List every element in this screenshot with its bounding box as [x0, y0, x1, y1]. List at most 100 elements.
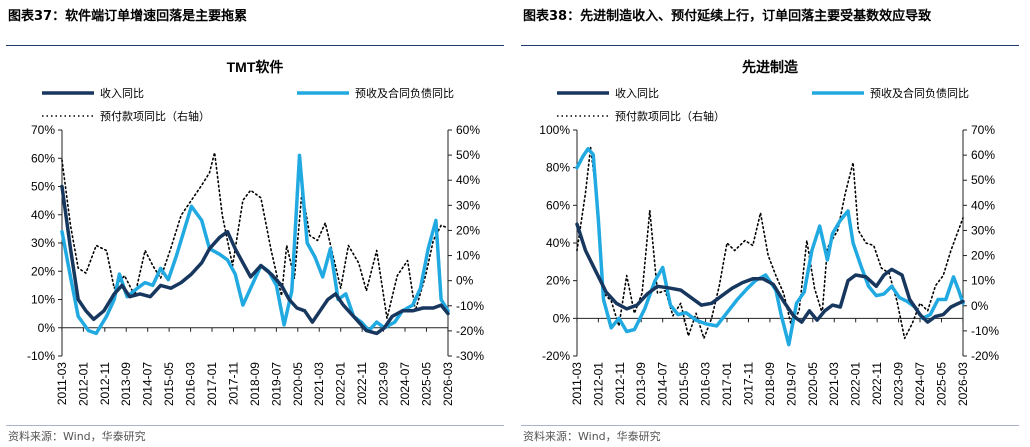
x-tick-label: 2018-09 [248, 362, 262, 406]
right-tick-label: 30% [971, 223, 995, 237]
x-tick-label: 2012-11 [98, 362, 112, 405]
right-tick-label: 30% [456, 198, 480, 212]
x-tick-label: 2016-03 [699, 362, 713, 406]
x-tick-label: 2017-01 [720, 362, 734, 406]
x-tick-label: 2025-05 [419, 362, 433, 406]
legend-label: 收入同比 [615, 86, 659, 100]
right-tick-label: 10% [971, 274, 995, 288]
right-tick-label: 50% [971, 173, 995, 187]
x-tick-label: 2017-11 [226, 362, 240, 405]
x-tick-label: 2025-05 [934, 362, 948, 406]
right-tick-label: 20% [456, 223, 480, 237]
right-tick-label: 10% [456, 249, 480, 263]
left-tick-label: 60% [31, 151, 55, 165]
legend-label: 预收及合同负债同比 [355, 86, 454, 100]
left-tick-label: 40% [31, 208, 55, 222]
left-tick-label: 40% [546, 236, 570, 250]
x-tick-label: 2014-07 [656, 362, 670, 406]
left-tick-label: 80% [546, 161, 570, 175]
left-tick-label: 20% [31, 264, 55, 278]
x-tick-label: 2016-03 [184, 362, 198, 406]
legend-label: 预收及合同负债同比 [870, 86, 969, 100]
x-tick-label: 2012-01 [591, 362, 605, 406]
x-tick-label: 2015-05 [677, 362, 691, 406]
left-tick-label: 0% [553, 311, 571, 325]
left-tick-label: 70% [31, 123, 55, 137]
left-tick-label: 30% [31, 236, 55, 250]
right-tick-label: 40% [971, 198, 995, 212]
x-tick-label: 2020-05 [291, 362, 305, 406]
figure-caption: 先进制造收入、预付延续上行，订单回落主要受基数效应导致 [580, 9, 932, 24]
legend-label: 预付款项同比（右轴） [615, 109, 725, 123]
left-tick-label: 50% [31, 180, 55, 194]
x-tick-label: 2017-01 [205, 362, 219, 406]
figure-caption: 软件端订单增速回落是主要拖累 [65, 9, 248, 24]
figure-title: 图表38：先进制造收入、预付延续上行，订单回落主要受基数效应导致 [523, 6, 1018, 28]
x-tick-label: 2023-09 [377, 362, 391, 406]
x-tick-label: 2013-09 [119, 362, 133, 406]
series-line-1 [575, 147, 965, 347]
series-line-0 [575, 222, 965, 324]
right-tick-label: -20% [971, 349, 999, 363]
figure-label: 图表37： [8, 9, 66, 24]
legend-label: 预付款项同比（右轴） [100, 109, 210, 123]
x-tick-label: 2023-09 [892, 362, 906, 406]
left-tick-label: -10% [27, 349, 55, 363]
series-line-0 [60, 184, 450, 336]
x-tick-label: 2022-01 [849, 362, 863, 406]
x-tick-label: 2020-05 [806, 362, 820, 406]
x-tick-label: 2022-11 [870, 362, 884, 405]
x-tick-label: 2018-09 [763, 362, 777, 406]
title-rule [6, 45, 504, 46]
series-line-2 [61, 151, 449, 320]
chart-title: 先进制造 [742, 59, 798, 75]
right-tick-label: 50% [456, 148, 480, 162]
left-tick-label: 60% [546, 198, 570, 212]
source-rule [521, 425, 1019, 426]
left-panel: 图表37：软件端订单增速回落是主要拖累 TMT软件收入同比 预收及合同负债同比预付… [6, 6, 504, 443]
right-tick-label: -30% [456, 349, 484, 363]
x-tick-label: 2019-07 [269, 362, 283, 406]
x-tick-label: 2011-03 [570, 362, 584, 405]
left-tick-label: 20% [546, 274, 570, 288]
legend-label: 收入同比 [100, 86, 144, 100]
right-tick-label: 40% [456, 173, 480, 187]
x-tick-label: 2022-11 [355, 362, 369, 405]
x-tick-label: 2012-01 [76, 362, 90, 406]
x-tick-label: 2021-03 [312, 362, 326, 406]
x-tick-label: 2026-03 [441, 362, 455, 406]
x-tick-label: 2021-03 [827, 362, 841, 406]
right-tick-label: 0% [456, 274, 474, 288]
left-tick-label: 100% [539, 123, 570, 137]
right-tick-label: 60% [971, 148, 995, 162]
x-tick-label: 2012-11 [613, 362, 627, 405]
x-tick-label: 2013-09 [634, 362, 648, 406]
left-tick-label: 10% [31, 293, 55, 307]
x-tick-label: 2019-07 [784, 362, 798, 406]
right-tick-label: 0% [971, 299, 989, 313]
right-tick-label: -10% [971, 324, 999, 338]
left-tick-label: 0% [38, 321, 56, 335]
right-tick-label: 70% [971, 123, 995, 137]
source-note: 资料来源：Wind，华泰研究 [8, 430, 146, 443]
x-tick-label: 2011-03 [55, 362, 69, 405]
x-tick-label: 2024-07 [913, 362, 927, 406]
x-tick-label: 2014-07 [141, 362, 155, 406]
figure-title: 图表37：软件端订单增速回落是主要拖累 [8, 6, 503, 28]
figure-label: 图表38： [523, 9, 581, 24]
right-tick-label: -10% [456, 299, 484, 313]
source-note: 资料来源：Wind，华泰研究 [523, 430, 661, 443]
chart-title: TMT软件 [227, 59, 284, 75]
source-rule [6, 425, 504, 426]
left-tick-label: -20% [542, 349, 570, 363]
x-tick-label: 2026-03 [956, 362, 970, 406]
right-tick-label: -20% [456, 324, 484, 338]
title-rule [521, 45, 1019, 46]
x-tick-label: 2017-11 [741, 362, 755, 405]
right-tick-label: 20% [971, 249, 995, 263]
x-tick-label: 2015-05 [162, 362, 176, 406]
x-tick-label: 2024-07 [398, 362, 412, 406]
right-tick-label: 60% [456, 123, 480, 137]
